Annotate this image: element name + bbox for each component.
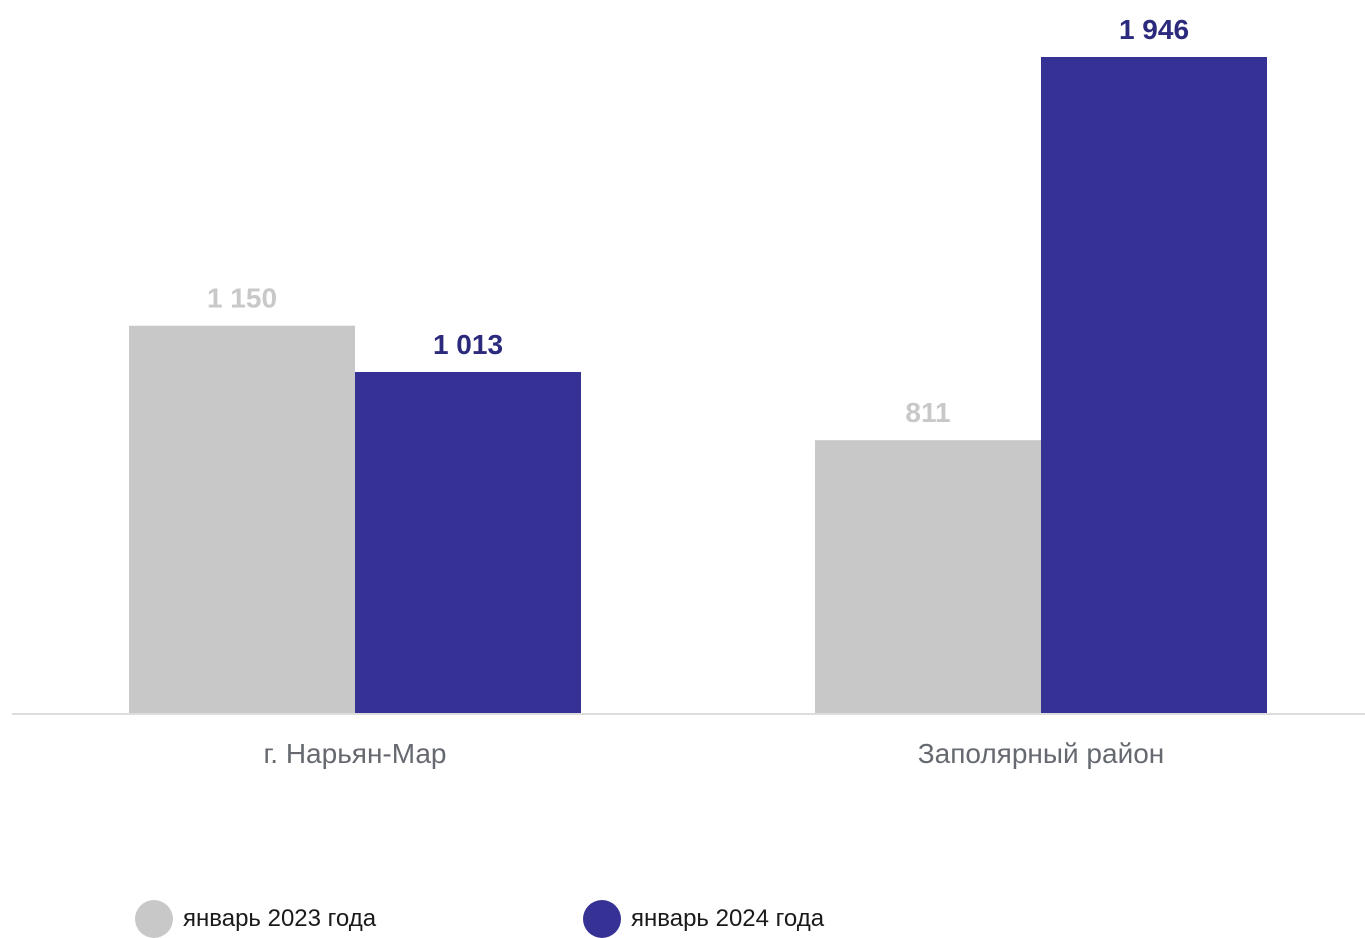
bar-zapolyarny-2024 [1041,57,1267,714]
legend-swatch-2023 [135,899,173,938]
category-labels-group: г. Нарьян-Мар Заполярный район [263,738,1164,769]
value-labels-group: 1 150 1 013 811 1 946 [207,14,1189,428]
bar-naryan-mar-2024 [355,371,581,714]
category-label-zapolyarny: Заполярный район [918,738,1165,769]
category-label-naryan-mar: г. Нарьян-Мар [263,738,446,769]
legend-swatch-2024 [583,899,621,938]
value-label-naryan-mar-2024: 1 013 [433,329,503,360]
legend: январь 2023 года январь 2024 года [0,899,1365,938]
value-label-zapolyarny-2023: 811 [905,397,950,428]
bar-naryan-mar-2023 [129,325,355,714]
value-label-naryan-mar-2023: 1 150 [207,283,277,314]
bar-zapolyarny-2023 [815,440,1041,714]
legend-label-2023: январь 2023 года [183,904,377,932]
legend-item-2023: январь 2023 года [135,899,377,938]
bars-group [129,57,1267,714]
legend-label-2024: январь 2024 года [631,904,825,932]
legend-item-2024: январь 2024 года [583,899,825,938]
value-label-zapolyarny-2024: 1 946 [1119,14,1189,45]
